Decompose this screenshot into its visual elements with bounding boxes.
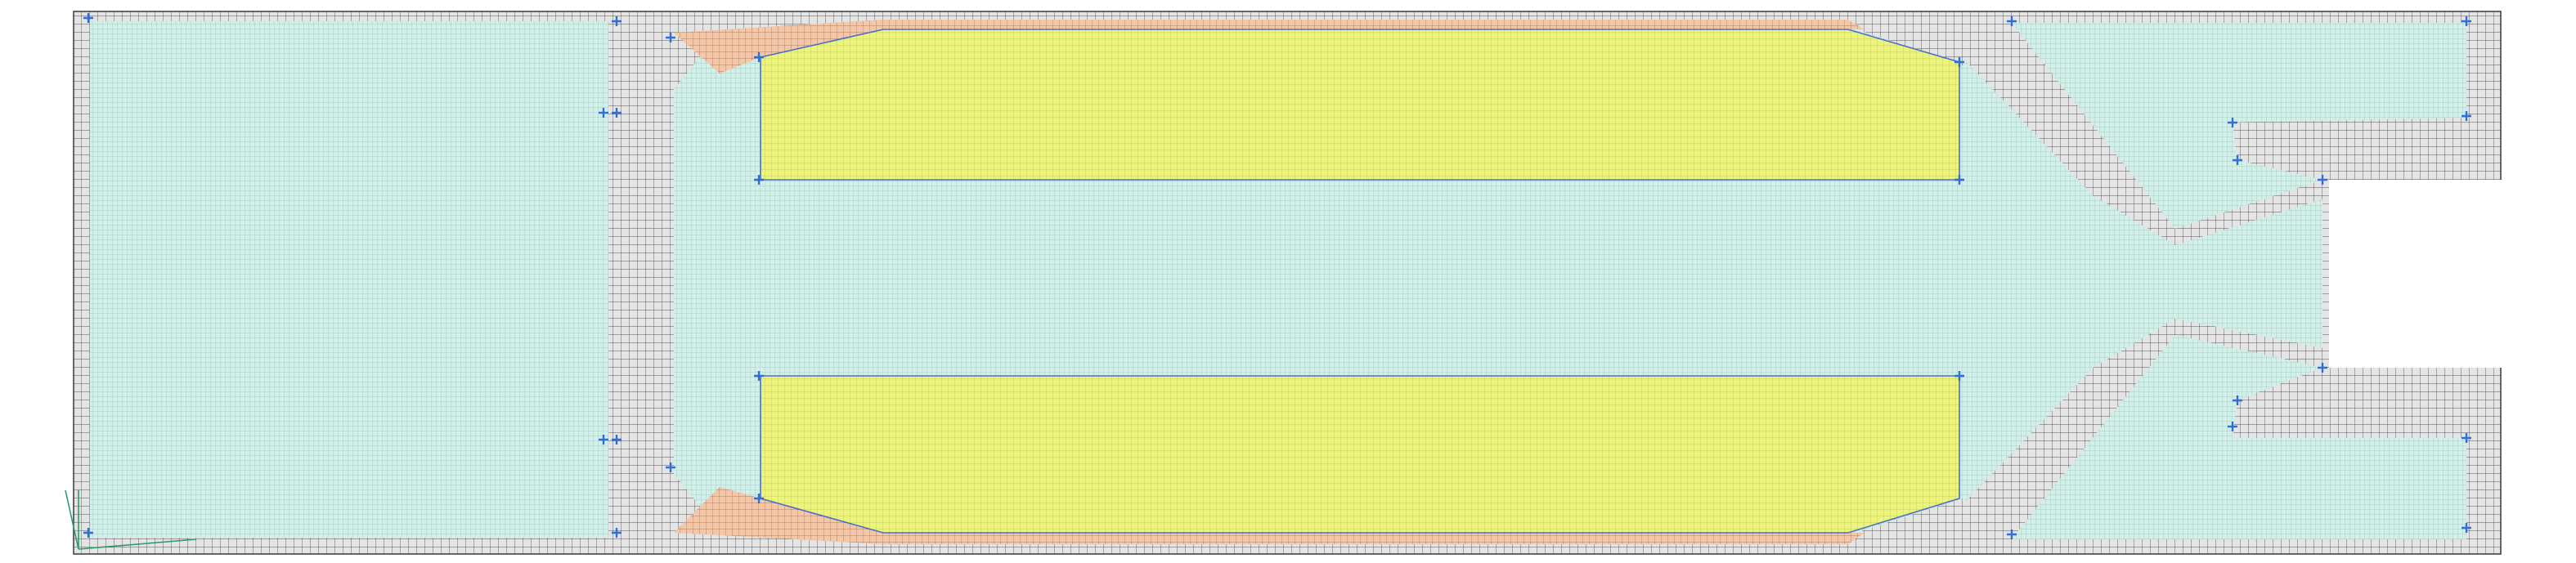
diagonal-band xyxy=(1930,319,2322,539)
notch-edge xyxy=(2322,180,2329,368)
left-region xyxy=(90,21,608,538)
bottom-block xyxy=(760,375,1960,534)
right-band xyxy=(2233,368,2499,449)
transition-band xyxy=(674,20,1865,74)
vertex-markers xyxy=(83,13,2471,539)
right-band xyxy=(2233,114,2499,180)
axis-triad xyxy=(65,489,197,550)
notch xyxy=(2322,180,2502,368)
diagonal-band xyxy=(1930,23,2322,245)
top-block xyxy=(760,29,1960,181)
